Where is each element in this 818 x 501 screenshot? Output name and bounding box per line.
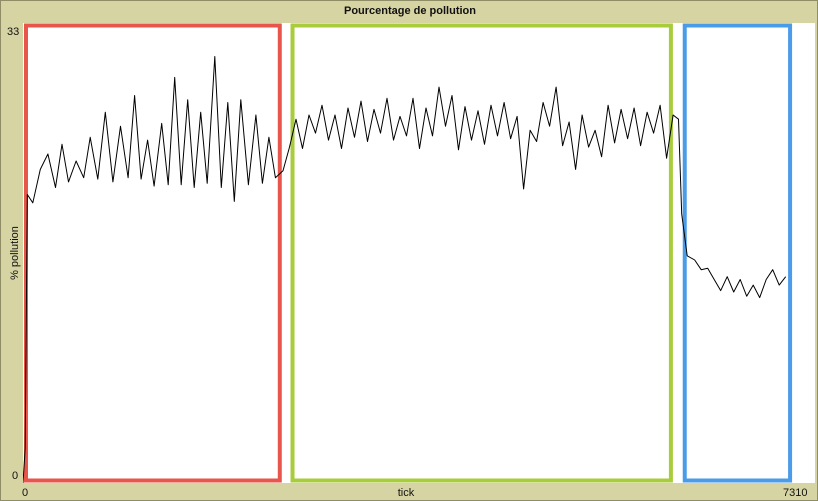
y-tick-label-min: 0 [12, 470, 19, 482]
highlight-region-1 [24, 23, 282, 483]
y-tick-label-max: 33 [7, 26, 20, 38]
pollution-series-line [23, 56, 787, 483]
x-axis-label: tick [397, 487, 415, 499]
plot-area [23, 23, 815, 483]
chart-svg [23, 23, 793, 483]
y-axis-label: % pollution [9, 226, 21, 280]
x-tick-label-max: 7310 [783, 487, 808, 499]
chart-title: Pourcentage de pollution [343, 5, 476, 17]
x-tick-label-min: 0 [22, 487, 29, 499]
highlight-region-3 [682, 23, 793, 483]
highlight-region-2 [290, 23, 673, 483]
